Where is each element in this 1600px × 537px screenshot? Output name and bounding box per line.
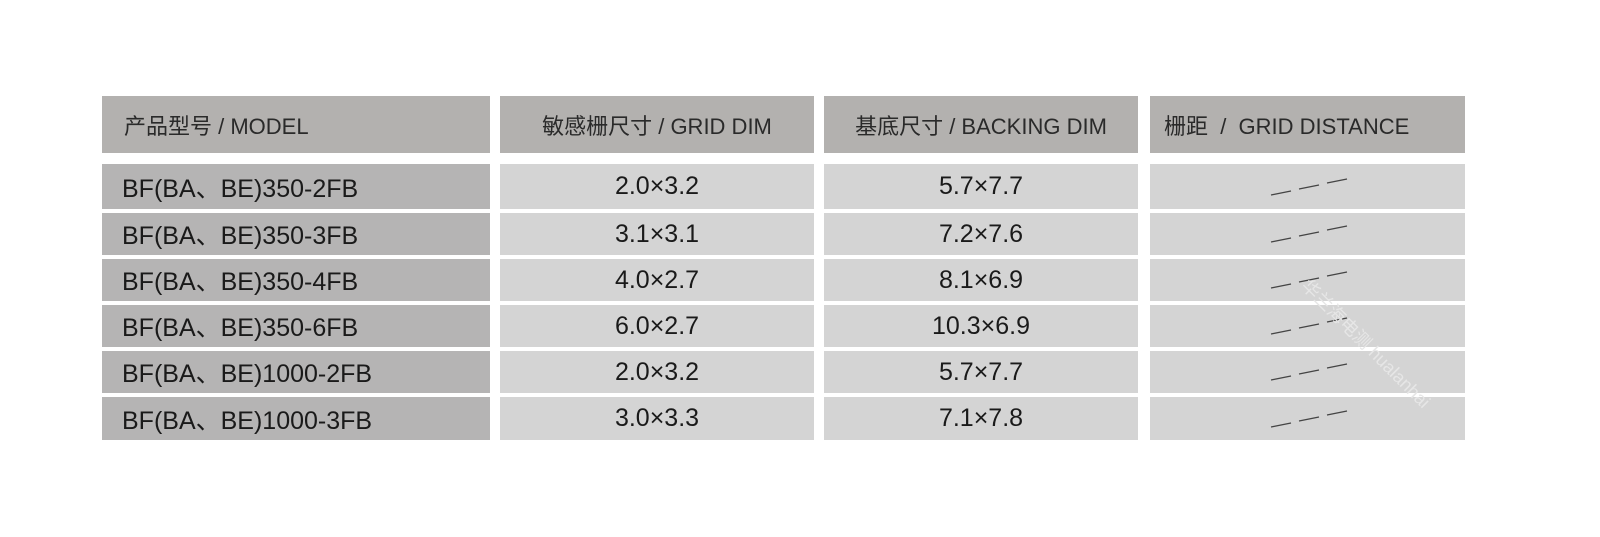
backing-dim-cell: 7.2×7.6 [824,213,1138,255]
dash-icon [1270,409,1347,428]
header-backing-dim: 基底尺寸 / BACKING DIM [824,96,1138,153]
grid-dim-cell: 3.0×3.3 [500,397,814,440]
grid-distance-cell [1150,164,1465,209]
grid-distance-cell [1150,397,1465,440]
header-grid-dim: 敏感栅尺寸 / GRID DIM [500,96,814,153]
model-cell: BF(BA、BE)350-4FB [102,259,490,301]
dash-icon [1270,177,1347,196]
header-grid-distance: 栅距 / GRID DISTANCE [1150,96,1465,153]
model-cell: BF(BA、BE)350-6FB [102,305,490,347]
grid-dim-cell: 2.0×3.2 [500,351,814,393]
dash-icon [1270,363,1347,381]
backing-dim-cell: 5.7×7.7 [824,164,1138,209]
backing-dim-cell: 10.3×6.9 [824,305,1138,347]
grid-distance-cell [1150,305,1465,347]
grid-dim-cell: 6.0×2.7 [500,305,814,347]
header-model: 产品型号 / MODEL [102,96,490,153]
grid-distance-cell [1150,351,1465,393]
grid-distance-cell [1150,213,1465,255]
dash-icon [1270,317,1347,335]
grid-dim-cell: 3.1×3.1 [500,213,814,255]
backing-dim-cell: 8.1×6.9 [824,259,1138,301]
grid-distance-cell [1150,259,1465,301]
grid-dim-cell: 4.0×2.7 [500,259,814,301]
dash-icon [1270,225,1347,243]
backing-dim-cell: 7.1×7.8 [824,397,1138,440]
grid-dim-cell: 2.0×3.2 [500,164,814,209]
model-cell: BF(BA、BE)350-3FB [102,213,490,255]
model-cell: BF(BA、BE)350-2FB [102,164,490,209]
backing-dim-cell: 5.7×7.7 [824,351,1138,393]
model-cell: BF(BA、BE)1000-3FB [102,397,490,440]
model-cell: BF(BA、BE)1000-2FB [102,351,490,393]
dash-icon [1270,271,1347,289]
